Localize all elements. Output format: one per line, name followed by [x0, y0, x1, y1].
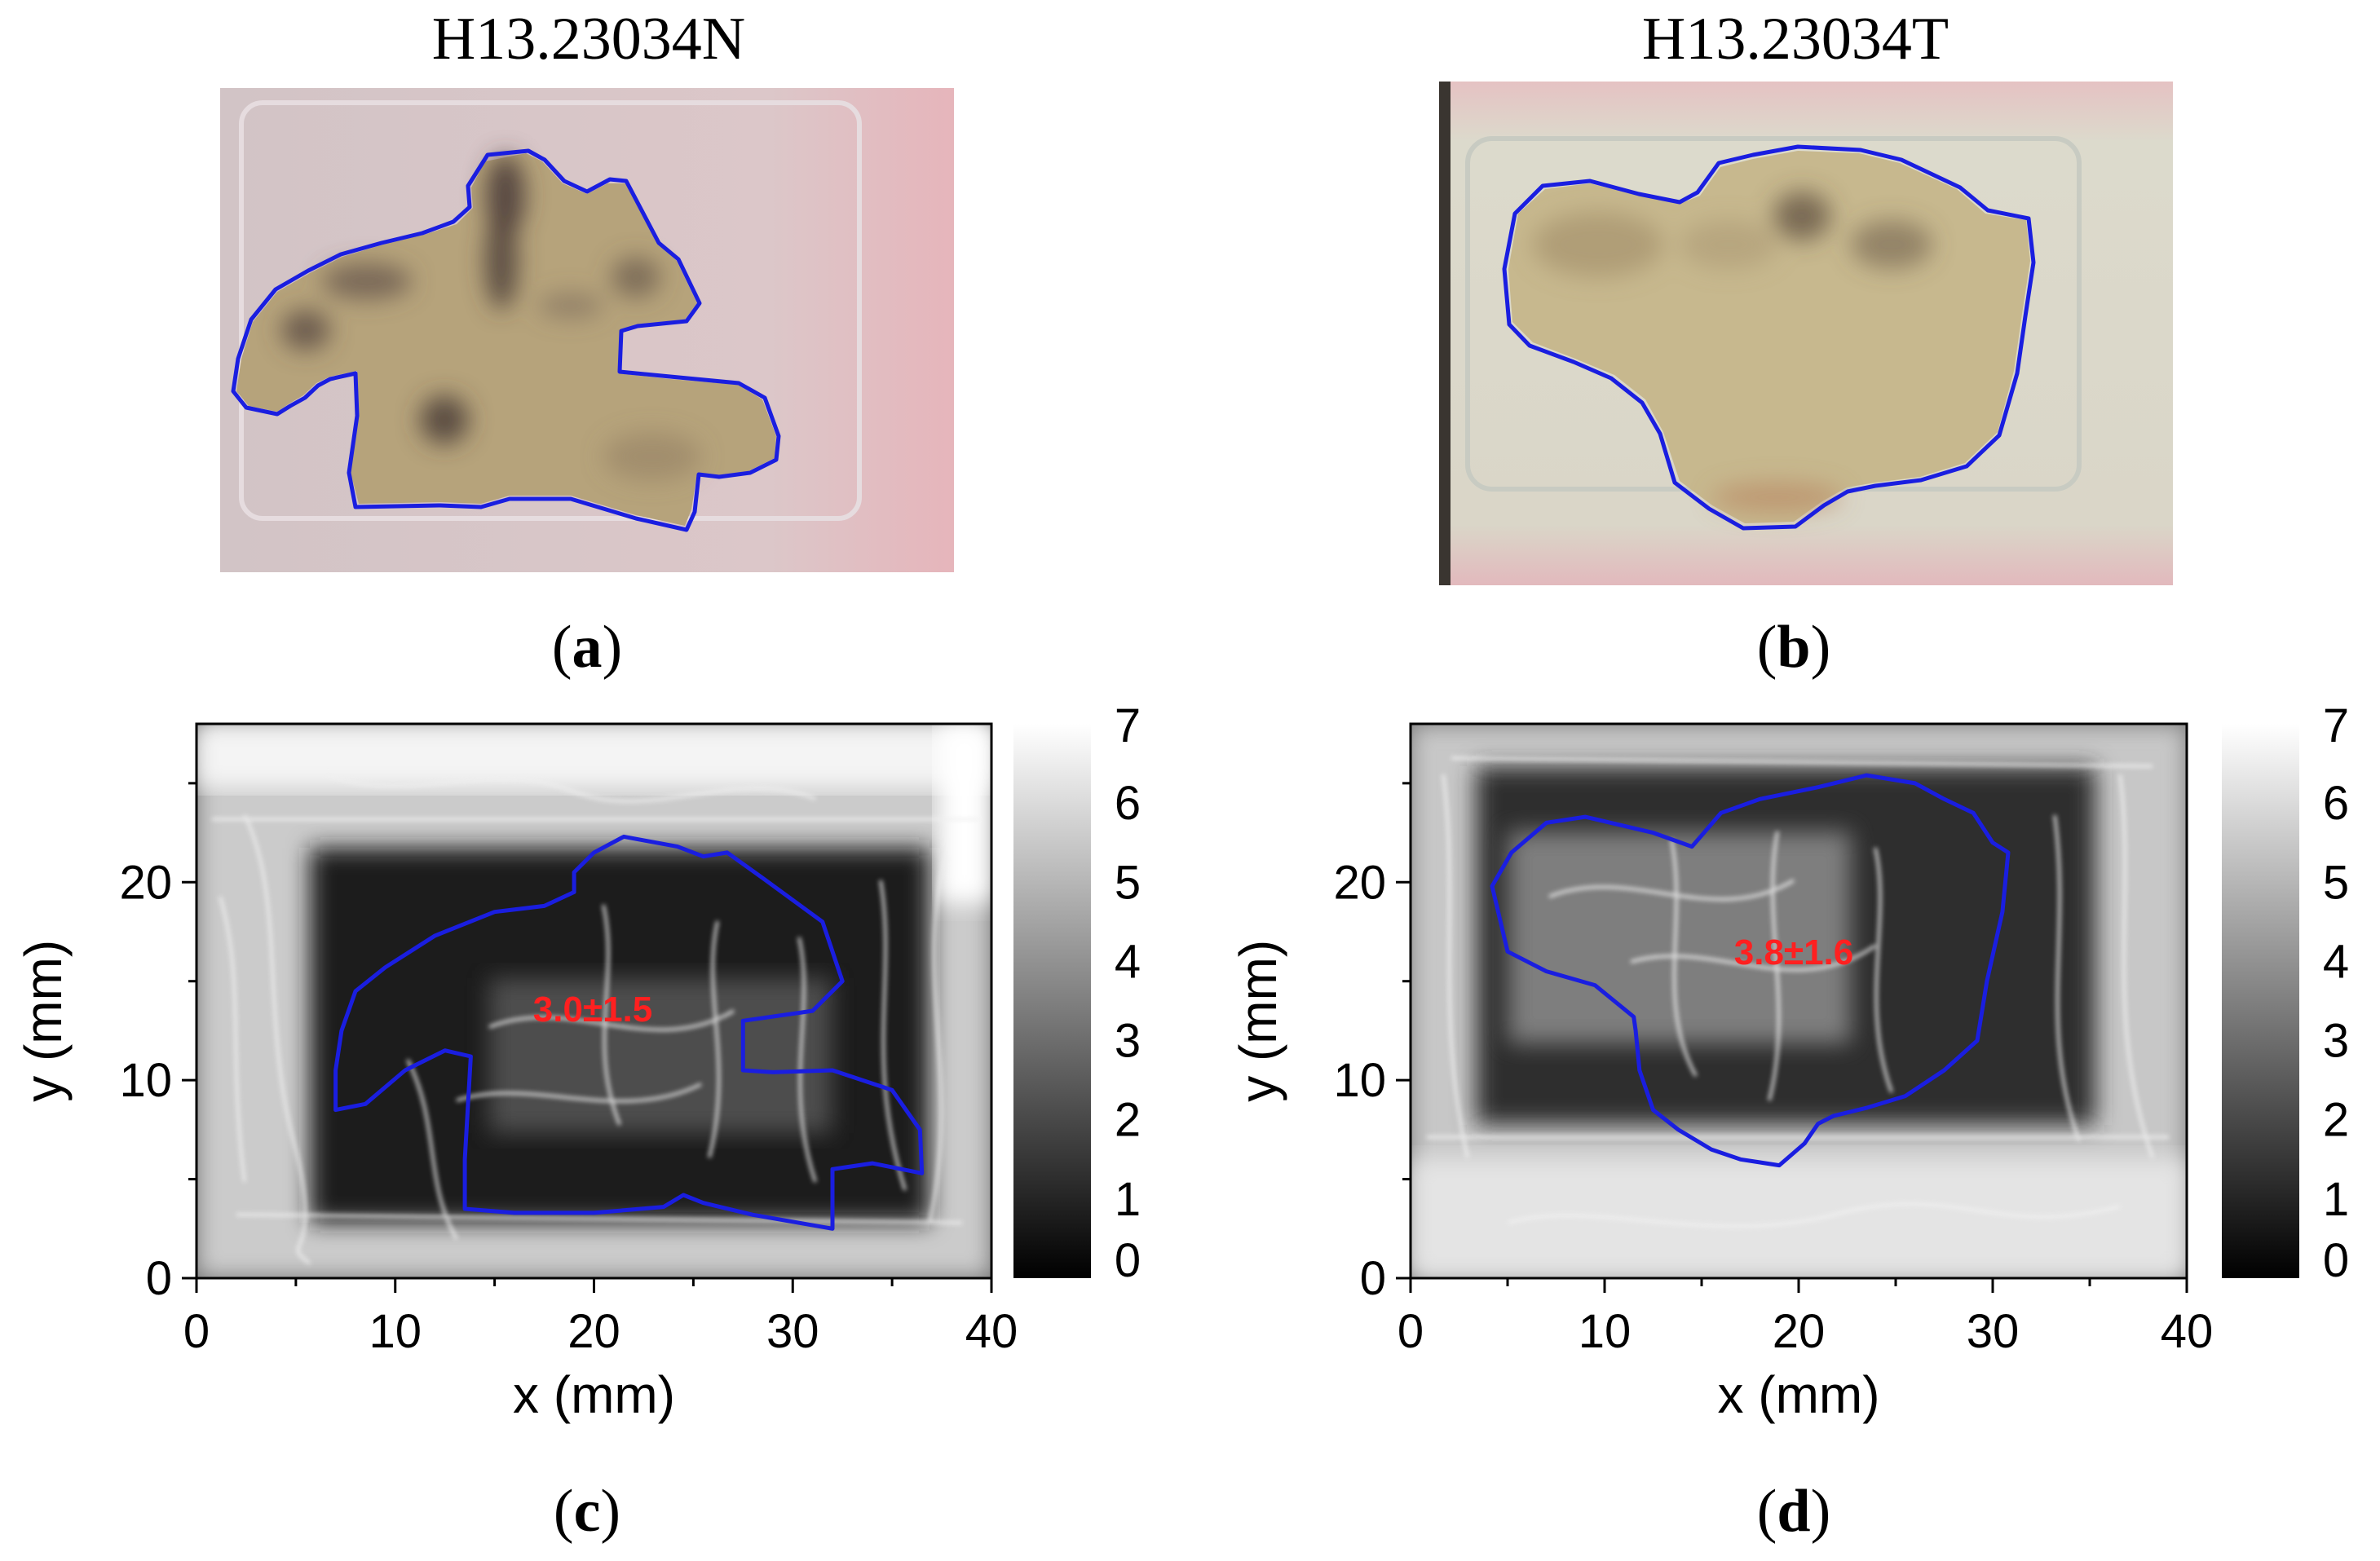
panel-a: H13.23034N (a)	[220, 6, 954, 681]
panel-d-caption-letter: d	[1777, 1478, 1810, 1545]
roi-outline-c-group	[333, 834, 925, 1231]
heatmap-d	[1411, 724, 2187, 1278]
axes-c: 0 10 20 30 40 0 10 20 x (mm) y (mm)	[14, 782, 1018, 1424]
tissue-specimen	[236, 153, 776, 526]
y-tick-label: 20	[1333, 856, 1386, 909]
colorbar-tick-label: 0	[1115, 1234, 1141, 1287]
roi-outline-b	[1502, 144, 2036, 531]
panel-b-caption: (b)	[1757, 614, 1830, 681]
panel-d-caption: (d)	[1757, 1478, 1830, 1545]
colorbar-tick-label: 2	[2323, 1094, 2349, 1147]
colorbar-tick-label: 3	[1115, 1015, 1141, 1068]
x-tick-label: 10	[1579, 1305, 1632, 1358]
panel-a-caption: (a)	[552, 614, 622, 681]
panel-b: H13.23034T (b)	[1439, 6, 2173, 681]
y-tick-label: 0	[1360, 1252, 1386, 1305]
roi-outline-a	[231, 148, 781, 532]
panel-b-photo	[1439, 82, 2173, 585]
x-tick-label: 30	[1967, 1305, 2020, 1358]
y-tick-label: 20	[119, 856, 172, 909]
roi-outline-c	[333, 834, 925, 1231]
colorbar-tick-label: 4	[1115, 935, 1141, 988]
colorbar-d-ticks: 0 1 2 3 4 5 6 7	[2323, 699, 2349, 1287]
panel-c: 0 10 20 30 40 0 10 20 x (mm) y (mm) 3.0±1.5 0 1 2 3 4…	[14, 699, 1141, 1545]
slide-inner-frame	[239, 100, 862, 521]
x-tick-label: 40	[965, 1305, 1018, 1358]
panel-a-title: H13.23034N	[432, 6, 745, 73]
y-tick-label: 10	[119, 1054, 172, 1107]
colorbar-tick-label: 2	[1115, 1094, 1141, 1147]
annotation-d: 3.8±1.6	[1734, 933, 1853, 972]
slide-left-edge	[1439, 82, 1451, 585]
panel-b-title: H13.23034T	[1642, 6, 1949, 73]
colorbar-tick-label: 5	[2323, 856, 2349, 909]
colorbar-tick-label: 7	[2323, 699, 2349, 752]
colorbar-tick-label: 5	[1115, 856, 1141, 909]
panel-a-photo	[220, 88, 954, 572]
colorbar-c	[1013, 724, 1091, 1278]
roi-outline-d	[1490, 773, 2011, 1168]
annotation-c: 3.0±1.5	[533, 990, 652, 1030]
colorbar-tick-label: 3	[2323, 1015, 2349, 1068]
x-axis-label: x (mm)	[513, 1365, 675, 1424]
x-tick-label: 20	[567, 1305, 620, 1358]
x-tick-label: 30	[766, 1305, 819, 1358]
tissue-dark-spots	[1533, 192, 1932, 512]
heatmap-c	[196, 724, 991, 1278]
colorbar-tick-label: 1	[2323, 1173, 2349, 1226]
panel-b-caption-letter: b	[1777, 614, 1810, 681]
colorbar-d	[2222, 724, 2299, 1278]
axes-d: 0 10 20 30 40 0 10 20 x (mm) y (mm)	[1229, 782, 2214, 1424]
x-tick-label: 40	[2161, 1305, 2214, 1358]
y-axis-label: y (mm)	[14, 940, 73, 1102]
x-tick-label: 0	[183, 1305, 210, 1358]
y-tick-label: 0	[146, 1252, 172, 1305]
panel-d: 0 10 20 30 40 0 10 20 x (mm) y (mm) 3.8±1.6 0 1 2 3 4…	[1229, 699, 2349, 1545]
x-tick-label: 20	[1773, 1305, 1826, 1358]
x-tick-label: 0	[1398, 1305, 1424, 1358]
colorbar-tick-label: 7	[1115, 699, 1141, 752]
tissue-dark-spots	[281, 155, 701, 481]
colorbar-c-ticks: 0 1 2 3 4 5 6 7	[1115, 699, 1141, 1287]
colorbar-tick-label: 4	[2323, 935, 2349, 988]
x-tick-label: 10	[369, 1305, 422, 1358]
x-axis-label: x (mm)	[1717, 1365, 1879, 1424]
panel-c-caption: (c)	[554, 1478, 620, 1545]
panel-c-caption-letter: c	[574, 1478, 601, 1545]
colorbar-tick-label: 6	[2323, 777, 2349, 830]
panel-a-caption-letter: a	[572, 614, 603, 681]
y-axis-label: y (mm)	[1229, 940, 1287, 1102]
colorbar-tick-label: 6	[1115, 777, 1141, 830]
colorbar-tick-label: 1	[1115, 1173, 1141, 1226]
colorbar-tick-label: 0	[2323, 1234, 2349, 1287]
roi-outline-d-group	[1490, 773, 2011, 1168]
y-tick-label: 10	[1333, 1054, 1386, 1107]
